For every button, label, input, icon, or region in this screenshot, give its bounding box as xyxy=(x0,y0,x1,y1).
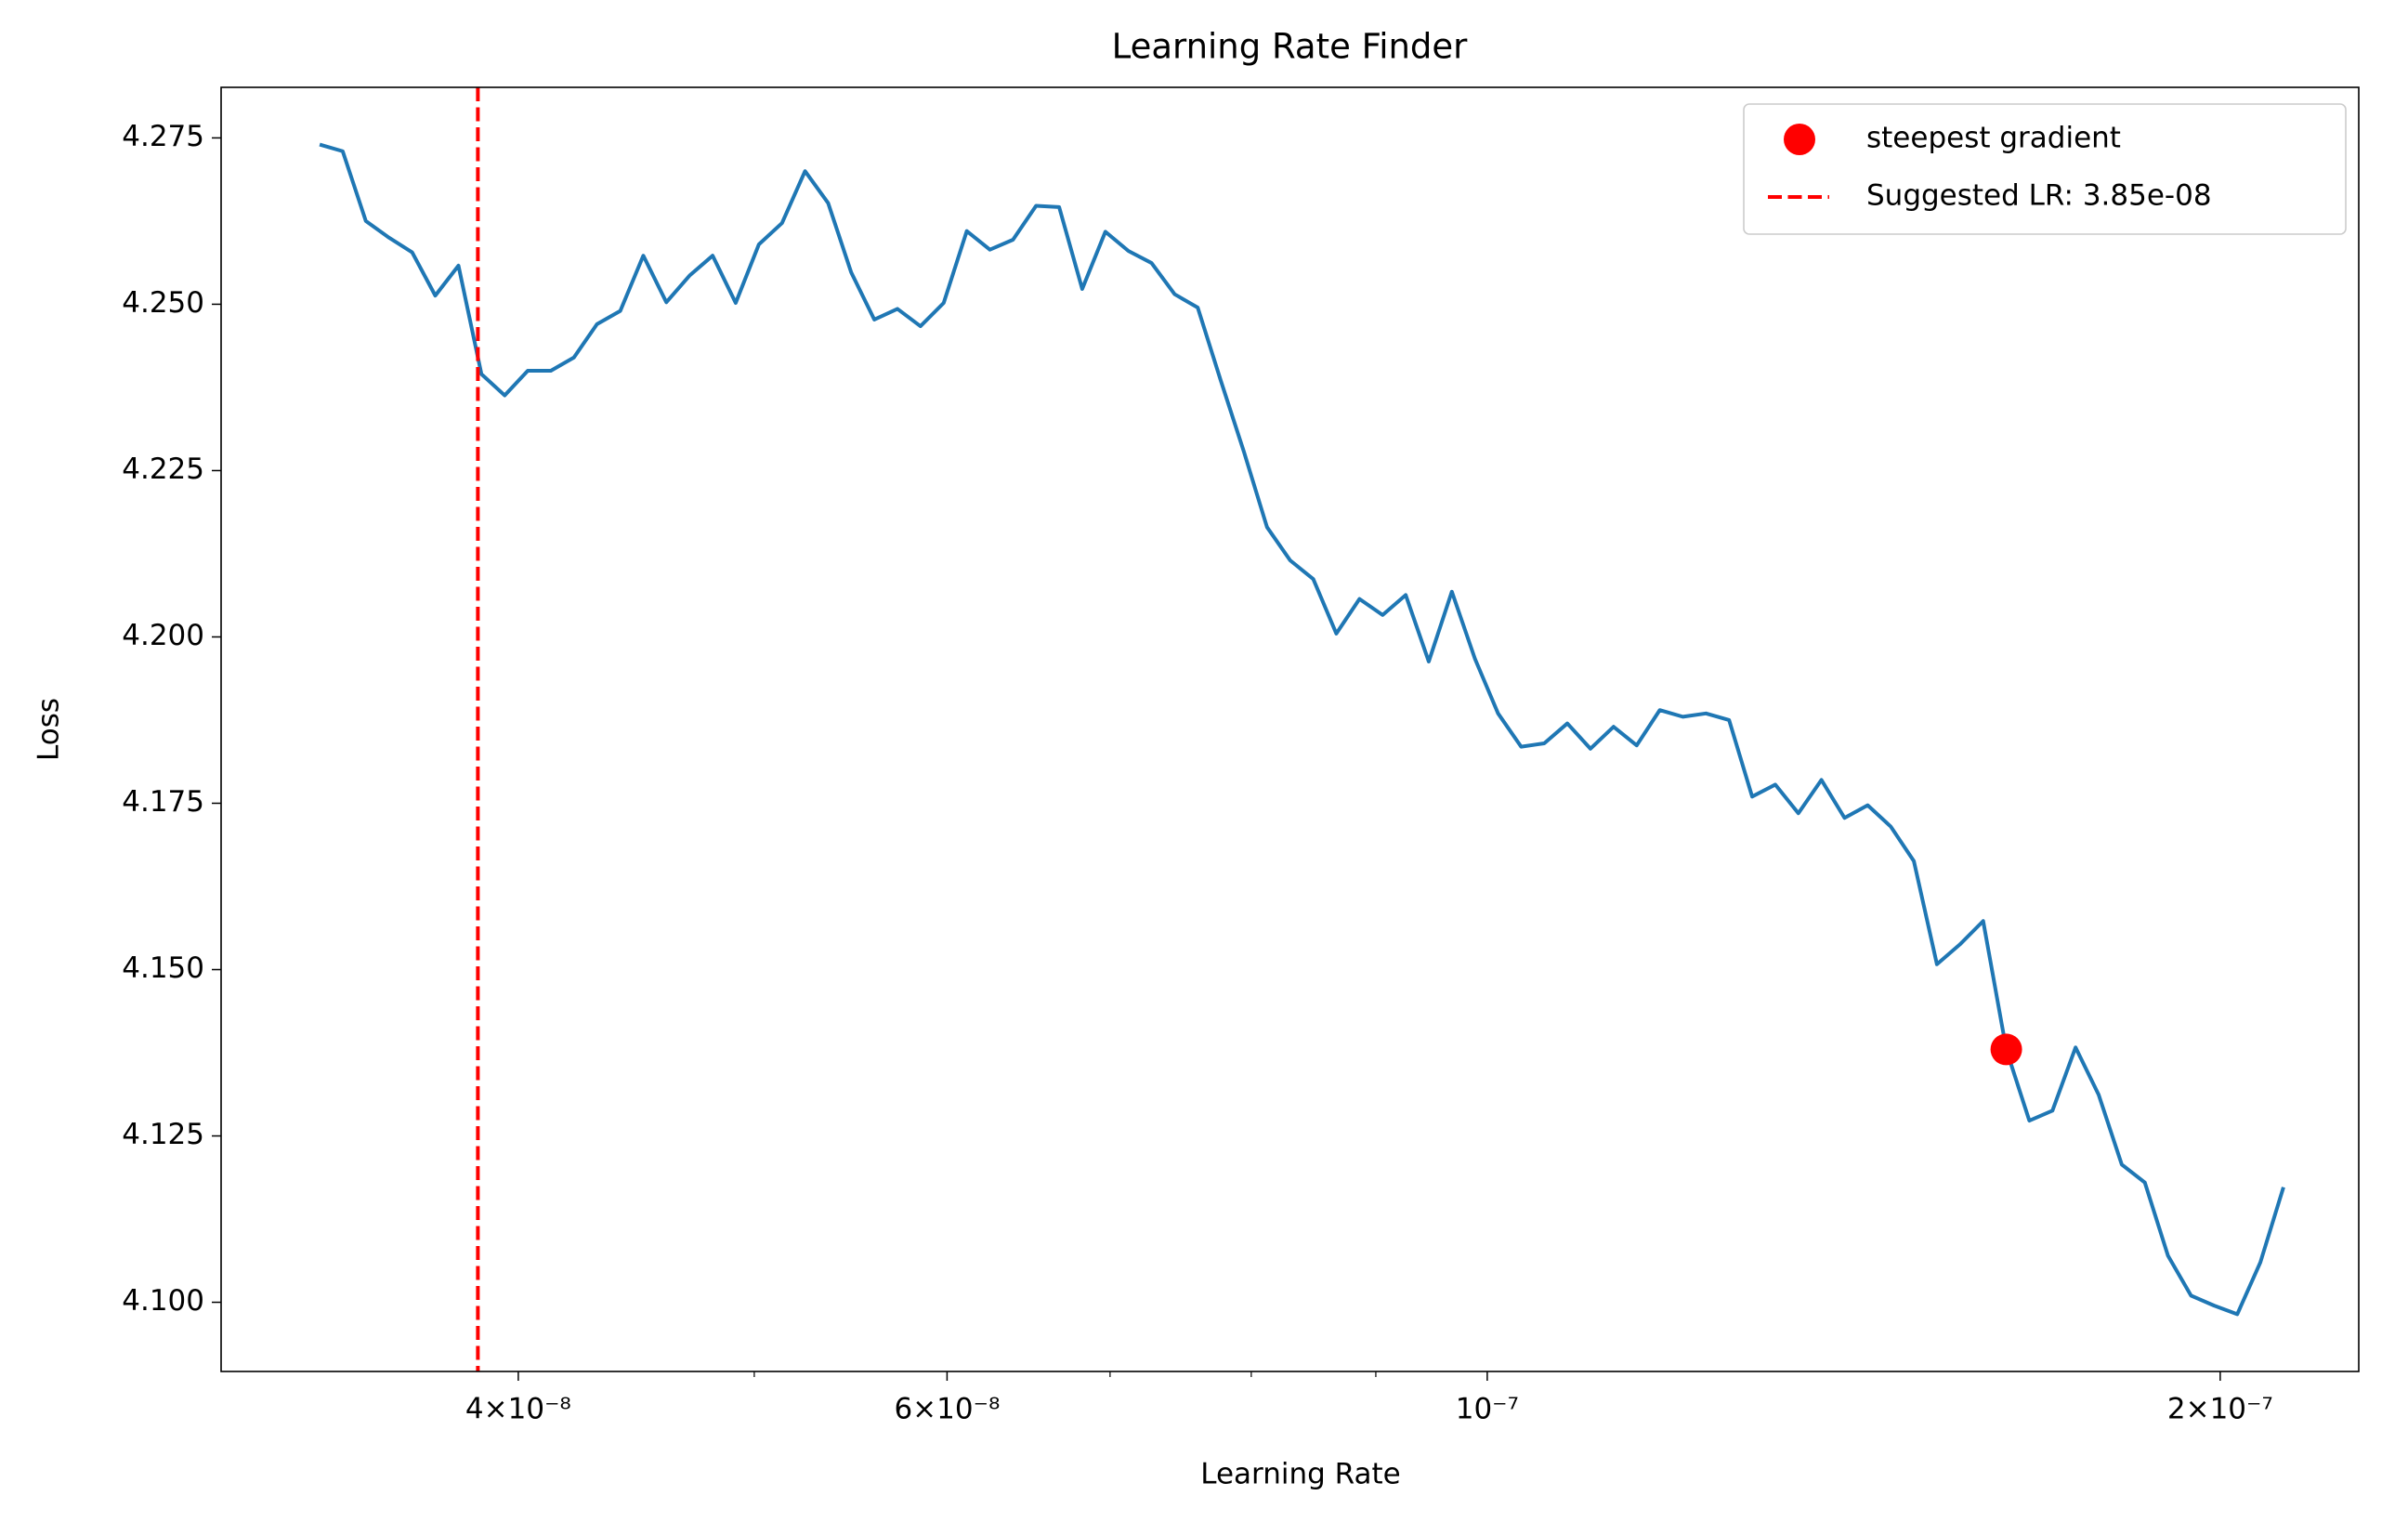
loss-line xyxy=(319,142,2285,1317)
y-tick-label: 4.275 xyxy=(122,120,204,153)
y-tick-label: 4.100 xyxy=(122,1284,204,1318)
steepest-point xyxy=(1990,1033,2022,1066)
y-tick-label: 4.200 xyxy=(122,619,204,652)
y-tick-label: 4.150 xyxy=(122,951,204,985)
chart-title: Learning Rate Finder xyxy=(1112,27,1469,67)
x-tick-label: 6×10⁻⁸ xyxy=(894,1393,1000,1426)
y-tick-label: 4.250 xyxy=(122,286,204,320)
y-tick-label: 4.175 xyxy=(122,785,204,819)
y-tick-label: 4.225 xyxy=(122,453,204,486)
y-axis-label: Loss xyxy=(33,698,66,761)
x-tick-label: 2×10⁻⁷ xyxy=(2167,1393,2273,1426)
legend-label: Suggested LR: 3.85e-08 xyxy=(1866,179,2212,213)
x-tick-label: 10⁻⁷ xyxy=(1456,1393,1519,1426)
y-tick-label: 4.125 xyxy=(122,1118,204,1151)
legend-box xyxy=(1743,103,2347,235)
x-tick-label: 4×10⁻⁸ xyxy=(465,1393,571,1426)
legend-marker xyxy=(1784,124,1815,155)
legend-label: steepest gradient xyxy=(1866,122,2121,155)
plot-frame xyxy=(220,86,2360,1372)
x-axis-label: Learning Rate xyxy=(1200,1458,1401,1491)
